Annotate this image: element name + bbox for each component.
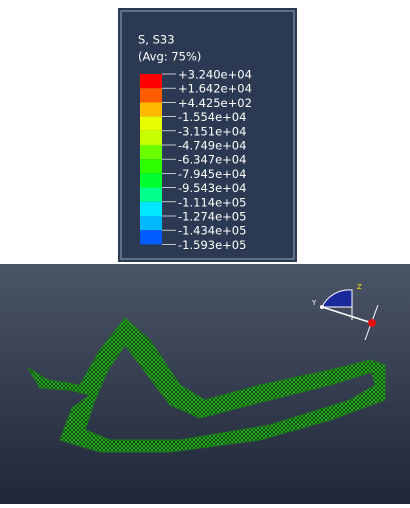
legend-label: -4.749e+04 bbox=[178, 139, 246, 153]
legend-swatch bbox=[140, 131, 162, 145]
legend-label: -6.347e+04 bbox=[178, 153, 246, 167]
legend-swatch bbox=[140, 188, 162, 202]
legend-title: S, S33 bbox=[138, 33, 175, 47]
legend-label: -1.434e+05 bbox=[178, 224, 246, 238]
page: S, S33 (Avg: 75%) +3.240e+04+1.642e+04+4… bbox=[0, 0, 410, 504]
legend-swatch bbox=[140, 117, 162, 131]
legend-swatch bbox=[140, 145, 162, 159]
legend-label: +4.425e+02 bbox=[178, 96, 252, 110]
legend-label: -3.151e+04 bbox=[178, 124, 246, 138]
legend-label: -1.593e+05 bbox=[178, 238, 246, 252]
legend-label: +1.642e+04 bbox=[178, 82, 252, 96]
legend-swatch bbox=[140, 88, 162, 102]
legend-label: -9.543e+04 bbox=[178, 181, 246, 195]
legend: +3.240e+04+1.642e+04+4.425e+02-1.554e+04… bbox=[140, 68, 252, 252]
legend-swatch bbox=[140, 202, 162, 216]
legend-label: -1.274e+05 bbox=[178, 210, 246, 224]
screenshot: S, S33 (Avg: 75%) +3.240e+04+1.642e+04+4… bbox=[0, 0, 410, 504]
triad-label: Y bbox=[311, 299, 317, 307]
legend-label: -7.945e+04 bbox=[178, 167, 246, 181]
legend-swatch bbox=[140, 230, 162, 244]
legend-swatch bbox=[140, 159, 162, 173]
legend-subtitle: (Avg: 75%) bbox=[138, 50, 201, 64]
legend-swatch bbox=[140, 216, 162, 230]
legend-label: -1.554e+04 bbox=[178, 110, 246, 124]
legend-label: +3.240e+04 bbox=[178, 68, 252, 82]
legend-swatch bbox=[140, 74, 162, 88]
legend-swatch bbox=[140, 102, 162, 116]
legend-swatch bbox=[140, 173, 162, 187]
legend-label: -1.114e+05 bbox=[178, 195, 246, 209]
triad-label: Z bbox=[357, 283, 362, 291]
